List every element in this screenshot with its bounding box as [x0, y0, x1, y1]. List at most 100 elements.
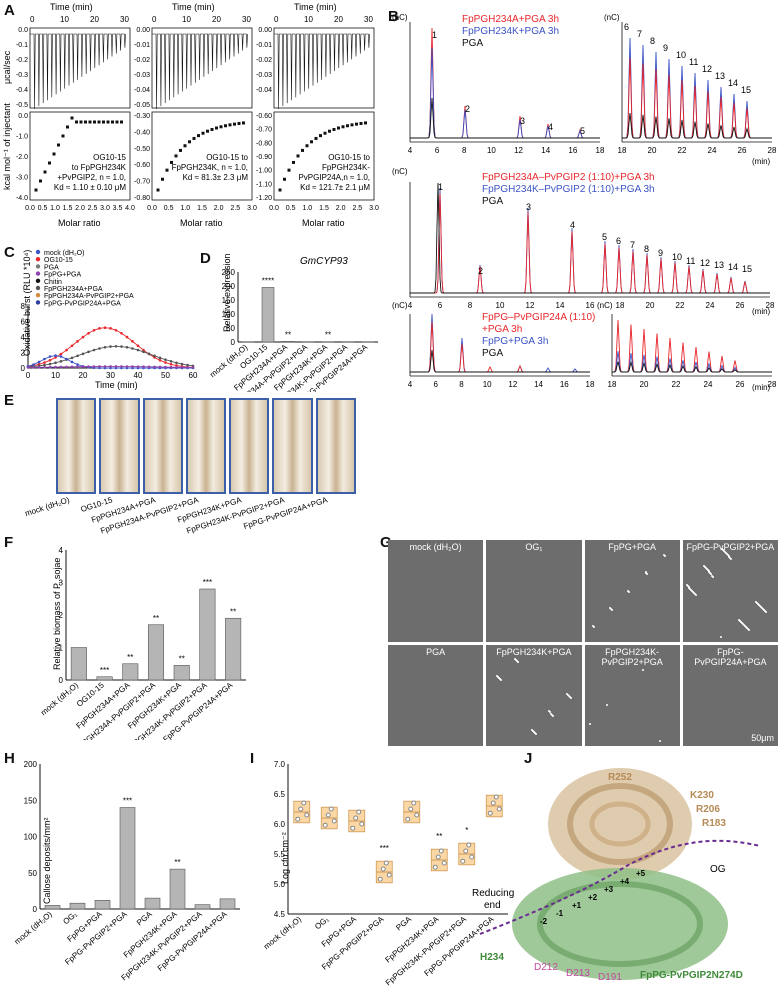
g-callose-spot	[549, 711, 552, 714]
b-trace	[410, 187, 770, 294]
b-row1-legend-a: FpPGH234A+PGA 3h	[462, 14, 559, 25]
g-tile-6: FpPGH234K+PGA	[486, 644, 582, 746]
i-point	[322, 822, 328, 828]
itc-ytop-tick: -0.4	[16, 87, 28, 94]
g-callose-spot	[532, 730, 535, 733]
c-ylabel: Oxidative burst (RLU *10⁴)	[22, 250, 32, 356]
panel-label-c: C	[4, 244, 15, 261]
itc-point	[34, 188, 38, 192]
g-tile-2: OG₁	[486, 540, 582, 642]
b-x-tick: 12	[514, 146, 523, 155]
i-point	[487, 810, 493, 816]
itc-point	[292, 160, 295, 164]
itc-ytop-tick: -0.05	[134, 102, 150, 109]
b-x-tick: 4	[408, 301, 413, 310]
e-photo-4	[185, 398, 227, 494]
itc-ybot-tick: -0.70	[134, 179, 150, 186]
j-label-d191: D191	[598, 972, 622, 983]
itc-point	[165, 168, 169, 172]
itc-x-tick: 0.0	[25, 205, 35, 212]
i-ylabel: Log cfu.cm⁻²	[280, 832, 290, 884]
c-y-tick: 2	[21, 349, 26, 358]
itc-annotation: PvPGIP24A,n ≈ 1.0,	[298, 173, 370, 182]
itc-time-tick: 30	[242, 15, 251, 24]
b-peak-label: 13	[714, 260, 724, 270]
itc-ybot-tick: -1.20	[256, 195, 272, 202]
b-unit: (nC)	[392, 167, 408, 176]
i-sig: **	[436, 832, 442, 841]
i-y-tick: 4.5	[274, 910, 286, 919]
itc-annotation: OG10-15 to	[206, 153, 248, 162]
g-callose-spot	[708, 571, 711, 574]
i-point	[441, 860, 447, 866]
b-x-tick: 28	[768, 380, 777, 389]
j-label-reducing: Reducing	[472, 888, 514, 899]
d-ylabel: Relative expression	[222, 253, 232, 332]
b-row2-legend-a: FpPGH234A–PvPGIP2 (1:10)+PGA 3h	[482, 172, 655, 183]
g-tile-label: FpPGH234K+PGA	[496, 646, 572, 657]
h-sig: **	[174, 858, 180, 867]
itc-ybot-tick: -0.60	[134, 162, 150, 169]
c-x-tick: 60	[189, 371, 198, 380]
i-point	[435, 854, 441, 860]
h-category-label: mock (dH₂O)	[13, 909, 54, 946]
b-x-tick: 8	[459, 380, 464, 389]
b-x-tick: 22	[672, 380, 681, 389]
j-label-complex: FpPG-PvPGIP2N274D	[640, 970, 743, 981]
itc-point	[228, 123, 232, 127]
itc-xlabel: Molar ratio	[58, 218, 101, 228]
c-legend-marker	[35, 300, 41, 305]
h-bar	[169, 868, 186, 910]
itc-x-tick: 1.5	[197, 205, 207, 212]
b-x-tick: 28	[768, 146, 777, 155]
j-subsite-label: +4	[620, 877, 630, 886]
itc-x-tick: 1.0	[50, 205, 60, 212]
itc-point	[341, 125, 345, 129]
itc-point	[156, 188, 160, 192]
itc-time-tick: 10	[182, 15, 191, 24]
g-callose-spot	[728, 556, 731, 559]
c-legend-label: FpPGH234A+PGA	[44, 286, 103, 293]
b-row3-legend-a: FpPG–PvPGIP24A (1:10)	[482, 312, 595, 323]
g-callose-spot	[744, 626, 747, 629]
itc-point	[48, 161, 51, 165]
itc-point	[57, 143, 60, 147]
g-callose-spot	[738, 620, 741, 623]
b-peak-label: 7	[630, 240, 635, 250]
itc-time-tick: 30	[120, 15, 129, 24]
itc-point	[188, 140, 191, 144]
i-point	[408, 806, 414, 812]
g-callose-spot	[610, 608, 613, 610]
c-x-tick: 0	[26, 371, 31, 380]
itc-ybot-tick: -0.90	[256, 154, 272, 161]
b-row1-legend-c: PGA	[462, 38, 483, 49]
b-x-tick: 26	[738, 146, 747, 155]
j-subsite-label: +2	[588, 893, 598, 902]
g-callose-spot	[499, 679, 502, 681]
g-tile-4: FpPG-PvPGIP2+PGA	[682, 540, 778, 642]
itc-x-tick: 2.5	[352, 205, 362, 212]
itc-ytop-tick: -0.04	[134, 87, 150, 94]
panel-label-g: G	[380, 534, 392, 551]
itc-raw-box	[273, 27, 375, 109]
g-callose-spot	[741, 623, 744, 626]
b-peak-label: 8	[650, 36, 655, 46]
b-x-tick: 24	[708, 146, 717, 155]
g-callose-spot	[687, 585, 690, 588]
f-y-tick: 1	[59, 644, 64, 653]
b-x-tick: 26	[736, 380, 745, 389]
itc-ybot-tick: 0.0	[18, 113, 28, 120]
itc-point	[201, 131, 205, 135]
b-unit: (nC)	[597, 301, 613, 310]
itc-point	[359, 121, 363, 125]
b-peak-label: 5	[580, 126, 585, 136]
g-callose-spot	[755, 600, 758, 603]
b-peak-label: 11	[689, 57, 698, 67]
itc-point	[215, 126, 218, 130]
itc-annotation: FpPGH234K-	[322, 163, 370, 172]
b-unit: (nC)	[604, 14, 620, 22]
b-peak-label: 15	[742, 264, 752, 274]
b-x-tick: 16	[586, 301, 595, 310]
b-peak-label: 8	[644, 244, 649, 254]
e-photo-1	[56, 398, 97, 494]
